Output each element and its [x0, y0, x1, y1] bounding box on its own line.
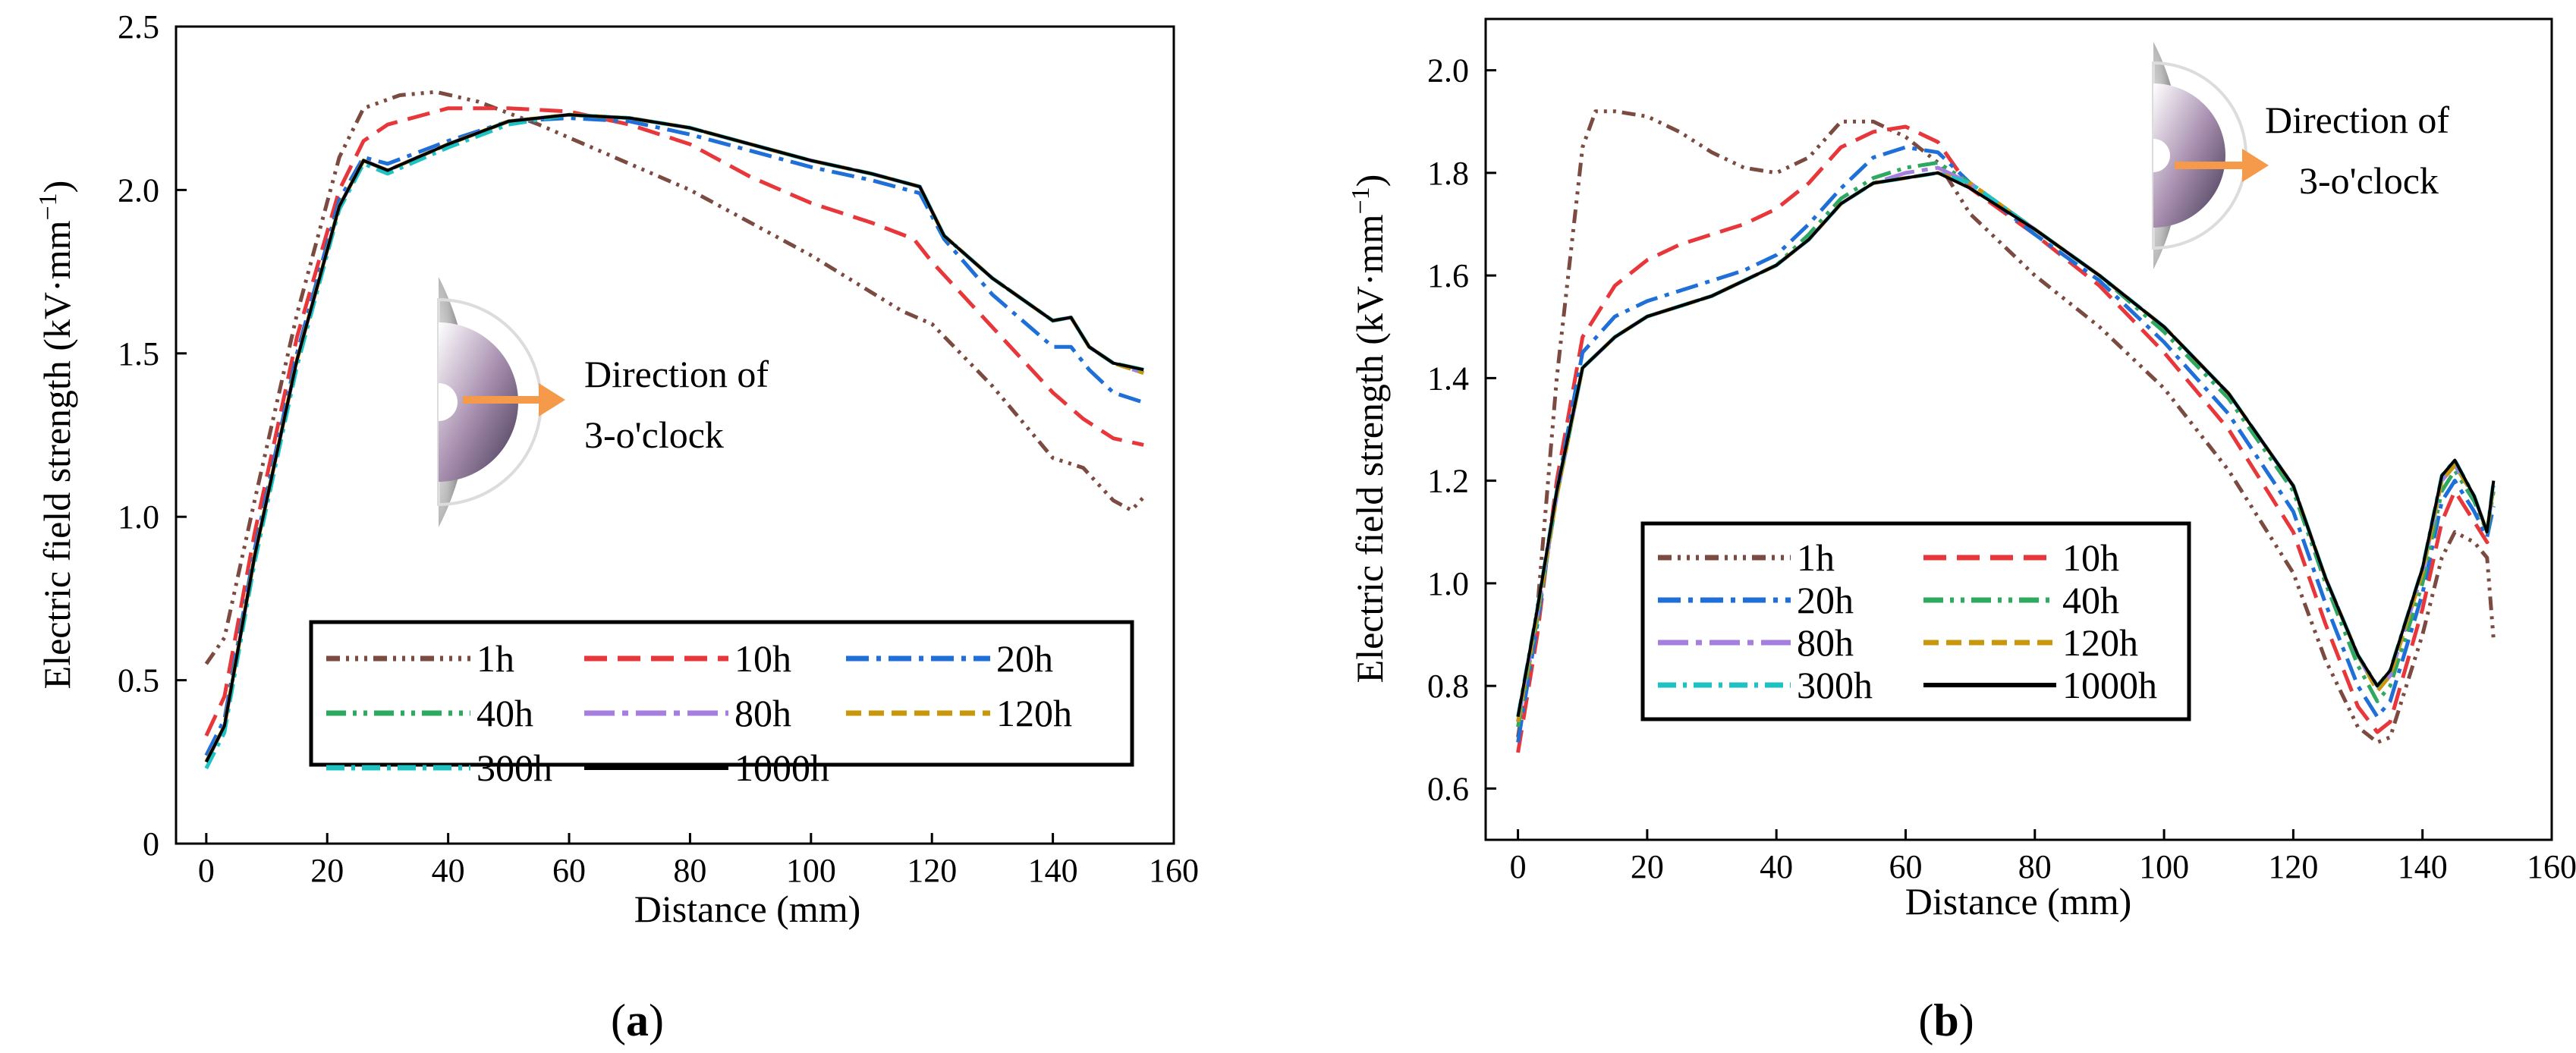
y-tick-label-b-1: 0.8 — [1427, 668, 1469, 705]
y-tick-label-a-4: 2.0 — [118, 171, 159, 209]
legend-label-a-300h: 300h — [477, 747, 552, 789]
x-tick-label-b-8: 160 — [2527, 848, 2576, 885]
chart-panel-a: 0 20 40 60 80 100 120 140 160 0 0.5 1.0 1.5 2.0 2.5 Di… — [34, 8, 1200, 1045]
y-tick-label-b-0: 0.6 — [1427, 770, 1469, 807]
legend-a: 1h 10h 20h 40h 80h 120h 300h 1000h — [309, 620, 1134, 789]
y-axis-label-close-a: ) — [36, 181, 78, 193]
y-tick-label-a-1: 0.5 — [118, 662, 159, 699]
legend-label-a-20h: 20h — [996, 637, 1053, 680]
legend-label-b-20h: 20h — [1797, 579, 1854, 621]
legend-label-a-80h: 80h — [734, 692, 791, 734]
legend-label-a-40h: 40h — [477, 692, 533, 734]
panel-label-a: (a) — [611, 995, 664, 1045]
series-group-b — [1516, 109, 2496, 753]
y-tick-label-b-7: 2.0 — [1427, 52, 1469, 90]
x-tick-label-a-2: 40 — [432, 852, 465, 889]
legend-label-b-120h: 120h — [2062, 621, 2138, 664]
x-tick-label-a-5: 100 — [786, 852, 836, 889]
x-tick-label-b-1: 20 — [1631, 848, 1664, 885]
arrow-icon-b — [2175, 149, 2269, 182]
chart-panel-b: 0 20 40 60 80 100 120 140 160 0.6 0.8 1.0 1.2 1.4 1.6 1… — [1347, 17, 2576, 1045]
legend-label-b-300h: 300h — [1797, 664, 1873, 706]
y-axis-label-main-a: Electric field strength (kV·mm — [36, 220, 78, 689]
y-tick-label-b-5: 1.6 — [1427, 257, 1469, 294]
series-line-a-10h — [204, 106, 1144, 737]
y-tick-label-a-5: 2.5 — [118, 8, 159, 46]
series-group-a — [204, 90, 1146, 770]
legend-label-b-1000h: 1000h — [2062, 664, 2157, 706]
legend-frame-a — [309, 620, 1134, 767]
x-tick-label-a-7: 140 — [1028, 852, 1078, 889]
y-tick-label-b-4: 1.4 — [1427, 360, 1469, 397]
panel-letter-b: b — [1933, 995, 1958, 1045]
legend-label-a-120h: 120h — [996, 692, 1072, 734]
legend-label-a-1h: 1h — [477, 637, 514, 680]
x-tick-label-a-4: 80 — [673, 852, 706, 889]
panel-label-b: (b) — [1918, 995, 1974, 1045]
annotation-line1-b: Direction of — [2265, 99, 2449, 141]
x-tick-label-b-4: 80 — [2018, 848, 2052, 885]
series-line-a-1000h — [205, 113, 1144, 763]
x-tick-label-b-5: 100 — [2139, 848, 2189, 885]
y-tick-label-a-0: 0 — [143, 825, 159, 863]
x-tick-label-b-7: 140 — [2398, 848, 2448, 885]
annotation-line1-a: Direction of — [584, 353, 769, 395]
annotation-line2-b: 3-o'clock — [2299, 159, 2439, 202]
x-axis-label-a: Distance (mm) — [634, 888, 861, 930]
disk-inset-b — [2152, 42, 2247, 269]
series-line-a-1h — [204, 90, 1146, 665]
axes-a: 0 20 40 60 80 100 120 140 160 0 0.5 1.0 1.5 2.0 2.5 — [118, 8, 1199, 889]
legend-label-b-1h: 1h — [1797, 536, 1835, 579]
x-tick-label-a-1: 20 — [310, 852, 344, 889]
series-line-b-1000h — [1516, 171, 2496, 718]
legend-b: 1h 10h 20h 40h 80h 120h 300h 1000h — [1640, 521, 2191, 721]
axes-b: 0 20 40 60 80 100 120 140 160 0.6 0.8 1.0 1.2 1.4 1.6 1… — [1427, 52, 2576, 885]
y-axis-label-main-b: Electric field strength (kV·mm — [1348, 214, 1391, 683]
y-tick-label-a-3: 1.5 — [118, 335, 159, 372]
x-tick-label-b-6: 120 — [2268, 848, 2318, 885]
x-tick-label-a-3: 60 — [552, 852, 586, 889]
legend-label-a-10h: 10h — [734, 637, 791, 680]
y-axis-label-b: Electric field strength (kV·mm−1) — [1347, 174, 1392, 684]
x-tick-label-b-0: 0 — [1510, 848, 1527, 885]
y-tick-label-a-2: 1.0 — [118, 498, 159, 536]
legend-label-a-1000h: 1000h — [734, 747, 829, 789]
y-tick-label-b-3: 1.2 — [1427, 463, 1469, 500]
y-tick-label-b-6: 1.8 — [1427, 155, 1469, 192]
x-tick-label-a-8: 160 — [1149, 852, 1199, 889]
x-tick-label-b-3: 60 — [1889, 848, 1922, 885]
x-tick-label-b-2: 40 — [1760, 848, 1793, 885]
x-tick-label-a-6: 120 — [907, 852, 957, 889]
annotation-line2-a: 3-o'clock — [584, 413, 724, 456]
y-axis-label-close-b: ) — [1348, 174, 1391, 187]
y-axis-label-sup-b: −1 — [1347, 187, 1375, 214]
legend-label-b-40h: 40h — [2062, 579, 2119, 621]
y-tick-label-b-2: 1.0 — [1427, 565, 1469, 602]
legend-label-b-80h: 80h — [1797, 621, 1854, 664]
plot-frame-b — [1484, 17, 2553, 841]
panel-letter-a: a — [626, 995, 649, 1045]
y-axis-label-a: Electric field strength (kV·mm−1) — [34, 181, 79, 690]
arrow-icon-a — [463, 383, 565, 416]
x-tick-label-a-0: 0 — [198, 852, 215, 889]
legend-label-b-10h: 10h — [2062, 536, 2119, 579]
plot-frame-a — [175, 25, 1175, 845]
y-axis-label-sup-a: −1 — [34, 193, 62, 220]
x-axis-label-b: Distance (mm) — [1905, 880, 2132, 923]
